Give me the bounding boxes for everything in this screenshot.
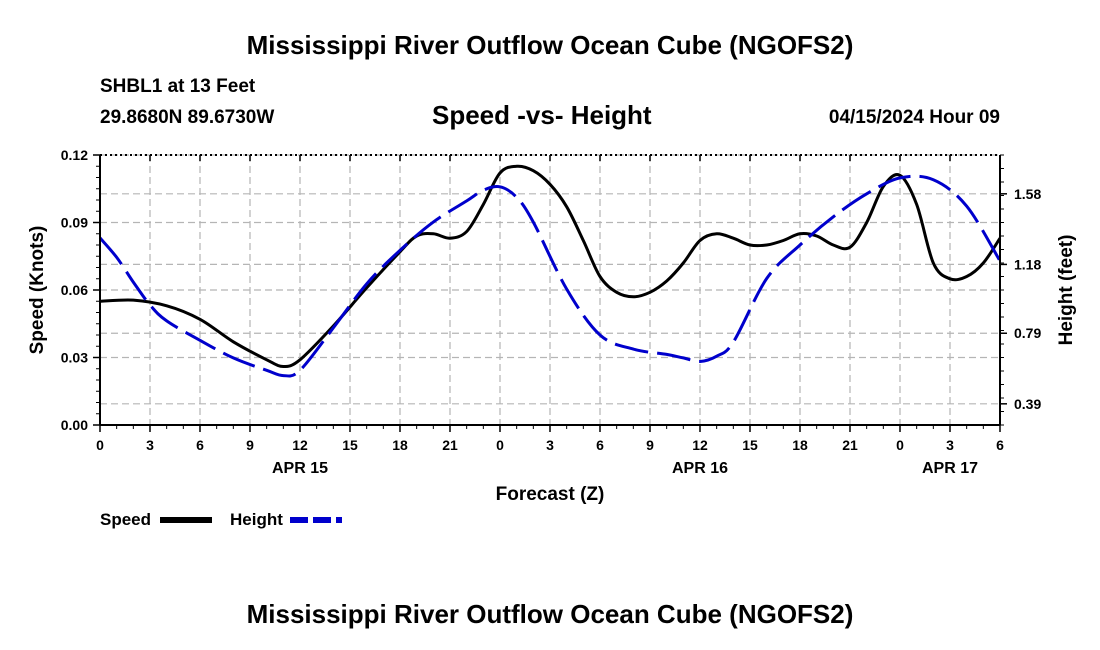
y2-axis-title: Height (feet) [1056, 235, 1077, 346]
legend: Speed Height [100, 510, 342, 529]
x-tick-label: 18 [392, 437, 408, 453]
x-date-label: APR 16 [672, 460, 728, 477]
tick-labels: 0 3 6 9 12 15 18 21 0 3 6 9 12 15 18 21 0 3 6 APR 15 APR 16 A… [61, 147, 1042, 477]
x-date-label: APR 15 [272, 460, 328, 477]
series-line-height [98, 174, 1002, 378]
y-tick-label: 0.12 [61, 147, 88, 163]
x-date-label: APR 17 [922, 460, 978, 477]
page-title: Mississippi River Outflow Ocean Cube (NG… [246, 30, 854, 60]
x-tick-label: 21 [842, 437, 858, 453]
x-tick-label: 21 [442, 437, 458, 453]
forecast-datetime: 04/15/2024 Hour 09 [828, 107, 1000, 128]
x-axis-title: Forecast (Z) [496, 484, 605, 505]
x-tick-label: 6 [196, 437, 204, 453]
x-tick-label: 6 [596, 437, 604, 453]
x-tick-label: 3 [546, 437, 554, 453]
x-tick-label: 12 [692, 437, 708, 453]
series-layer [98, 164, 1002, 378]
x-tick-label: 3 [146, 437, 154, 453]
y-tick-label: 0.00 [61, 417, 88, 433]
y2-tick-label: 1.18 [1014, 256, 1041, 272]
x-tick-label: 6 [996, 437, 1004, 453]
y-tick-label: 0.09 [61, 215, 88, 231]
y2-tick-label: 1.58 [1014, 186, 1041, 202]
x-tick-label: 9 [246, 437, 254, 453]
x-tick-label: 15 [342, 437, 358, 453]
axes [93, 154, 1007, 432]
y-tick-label: 0.03 [61, 350, 88, 366]
x-tick-label: 15 [742, 437, 758, 453]
y-tick-label: 0.06 [61, 282, 88, 298]
legend-label-height: Height [230, 510, 283, 529]
y2-tick-label: 0.39 [1014, 396, 1041, 412]
legend-label-speed: Speed [100, 510, 151, 529]
footer-title: Mississippi River Outflow Ocean Cube (NG… [246, 599, 854, 629]
x-tick-label: 3 [946, 437, 954, 453]
chart-title: Speed -vs- Height [432, 100, 652, 130]
series-line-speed [99, 164, 1002, 368]
y-axis-title: Speed (Knots) [27, 226, 48, 355]
y2-tick-label: 0.79 [1014, 325, 1041, 341]
x-tick-label: 0 [496, 437, 504, 453]
x-tick-label: 0 [896, 437, 904, 453]
x-tick-label: 12 [292, 437, 308, 453]
station-label: SHBL1 at 13 Feet [100, 76, 256, 97]
x-tick-label: 9 [646, 437, 654, 453]
station-coordinates: 29.8680N 89.6730W [100, 107, 275, 128]
x-tick-label: 0 [96, 437, 104, 453]
x-tick-label: 18 [792, 437, 808, 453]
